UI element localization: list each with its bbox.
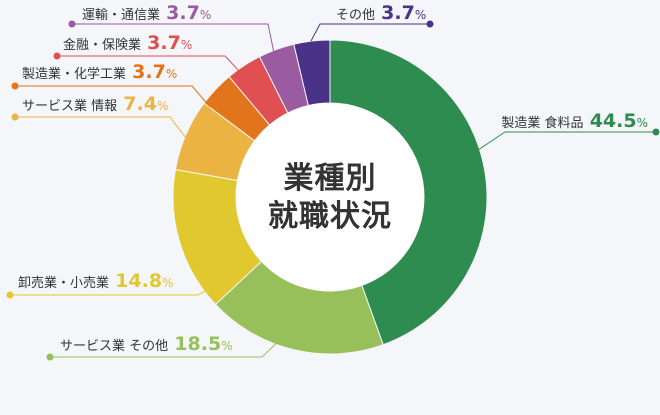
slice-label-value: 44.5% [589,110,648,132]
leader-dot [11,82,19,90]
slice-label-value: 3.7% [147,32,193,54]
slice-label-name: その他 [336,8,376,23]
leader-line [15,116,187,139]
chart-title-line-1: 業種別 [283,161,377,196]
slice-label-name: 製造業 食料品 [501,116,584,131]
slice-label: サービス業 情報 7.4% [22,94,168,117]
leader-dot [53,52,61,60]
leader-line [72,23,275,54]
slice-label-name: 運輸・通信業 [82,8,161,23]
leader-dot [46,353,54,361]
slice-label-name: 卸売業・小売業 [18,276,110,291]
donut-hole [236,103,424,291]
slice-label: 卸売業・小売業 14.8% [18,271,173,294]
slice-label-value: 3.7% [381,2,427,24]
slice-label: 製造業・化学工業 3.7% [22,62,177,85]
slice-label: 金融・保険業 3.7% [63,33,192,56]
leader-dot [652,128,660,136]
leader-line [15,85,211,108]
leader-dot [6,291,14,299]
slice-label-name: 製造業・化学工業 [22,67,127,82]
slice-label-value: 14.8% [115,270,174,292]
slice-label-value: 3.7% [132,61,178,83]
slice-label-name: サービス業 その他 [60,339,169,354]
chart-title-line-2: 就職状況 [268,199,392,234]
leader-dot [426,20,434,28]
slice-label: その他 3.7% [336,3,426,26]
leader-line [57,55,241,73]
leader-line [50,336,284,358]
slice-label-value: 18.5% [174,333,233,355]
slice-label-value: 3.7% [166,2,212,24]
slice-label: 運輸・通信業 3.7% [82,3,211,26]
slice-label-name: 金融・保険業 [63,38,142,53]
leader-line [310,23,430,42]
slice-label: 製造業 食料品 44.5% [501,111,648,134]
leader-line [477,131,656,151]
leader-line [10,284,217,296]
leader-dot [11,113,19,121]
slice-label-name: サービス業 情報 [22,99,118,114]
chart-title: 業種別 就職状況 [230,160,430,236]
leader-dot [68,20,76,28]
slice-label: サービス業 その他 18.5% [60,334,233,357]
slice-label-value: 7.4% [123,93,169,115]
